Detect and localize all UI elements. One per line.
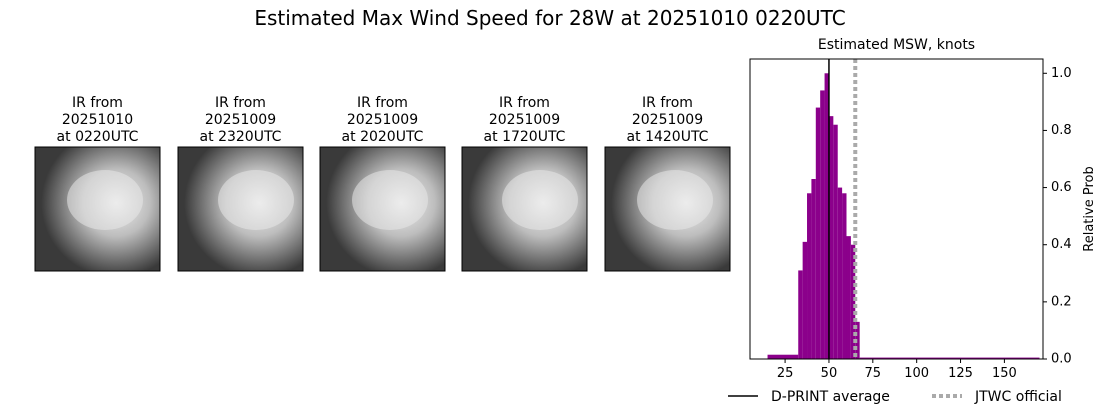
image-label: at 1420UTC xyxy=(627,129,709,145)
y-tick-label: 0.2 xyxy=(1051,294,1072,309)
histogram-bar xyxy=(850,244,856,359)
y-tick-label: 0.4 xyxy=(1051,237,1072,252)
image-label: 20251009 xyxy=(489,112,560,128)
histogram-bar xyxy=(807,193,812,359)
cloud-band xyxy=(67,170,143,230)
histogram-bar xyxy=(828,116,834,360)
y-tick-label: 0.6 xyxy=(1051,180,1072,195)
y-tick-label: 0.0 xyxy=(1051,352,1072,367)
histogram-bar xyxy=(846,236,851,359)
plot-frame xyxy=(749,58,1044,360)
image-label: 20251010 xyxy=(62,112,133,128)
cloud-band xyxy=(502,170,578,230)
cloud-band xyxy=(637,170,713,230)
y-tick-label: 0.8 xyxy=(1051,123,1072,138)
x-tick-label: 100 xyxy=(904,366,929,381)
image-label: IR from xyxy=(499,95,550,111)
image-label: 20251009 xyxy=(632,112,703,128)
image-label: IR from xyxy=(642,95,693,111)
x-tick-label: 150 xyxy=(992,366,1017,381)
histogram-bar xyxy=(802,241,808,359)
x-tick-label: 75 xyxy=(865,366,882,381)
histogram-bar xyxy=(820,90,825,359)
histogram-bar xyxy=(842,193,847,359)
figure-title: Estimated Max Wind Speed for 28W at 2025… xyxy=(254,6,845,30)
cloud-band xyxy=(352,170,428,230)
y-axis-label: Relative Prob xyxy=(1082,166,1097,251)
axes-title: Estimated MSW, knots xyxy=(818,37,975,53)
x-tick-label: 50 xyxy=(821,366,838,381)
histogram-bar xyxy=(767,354,799,359)
histogram-bar xyxy=(815,107,821,359)
legend-label: JTWC official xyxy=(974,389,1062,405)
histogram-bar xyxy=(798,270,803,359)
x-tick-label: 125 xyxy=(948,366,973,381)
image-label: at 2320UTC xyxy=(200,129,282,145)
x-tick-label: 25 xyxy=(777,366,794,381)
image-label: IR from xyxy=(215,95,266,111)
cloud-band xyxy=(218,170,294,230)
histogram-bar xyxy=(859,357,1040,359)
image-label: IR from xyxy=(72,95,123,111)
legend-label: D-PRINT average xyxy=(771,389,890,405)
image-label: 20251009 xyxy=(347,112,418,128)
image-label: at 0220UTC xyxy=(57,129,139,145)
image-label: 20251009 xyxy=(205,112,276,128)
y-tick-label: 1.0 xyxy=(1051,66,1072,81)
histogram-bar xyxy=(811,179,816,359)
image-label: at 2020UTC xyxy=(342,129,424,145)
histogram-bar xyxy=(833,124,838,359)
histogram-bar xyxy=(855,321,860,359)
image-label: at 1720UTC xyxy=(484,129,566,145)
image-label: IR from xyxy=(357,95,408,111)
histogram-bar xyxy=(824,73,829,360)
histogram-bar xyxy=(837,187,843,359)
